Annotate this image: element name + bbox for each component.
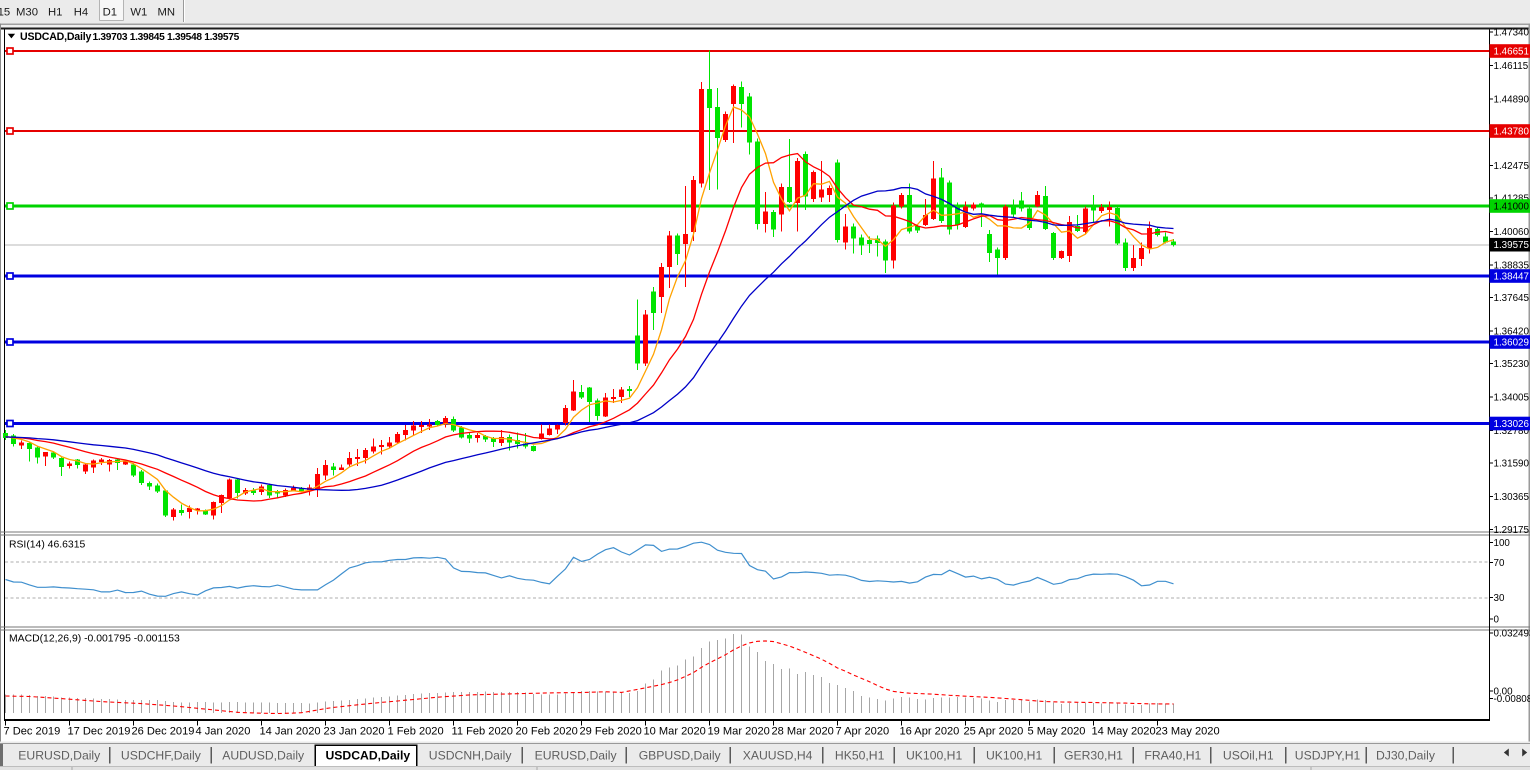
svg-text:EURUSD,Daily: EURUSD,Daily	[18, 749, 101, 763]
svg-text:100: 100	[1494, 538, 1511, 549]
svg-text:1.37645: 1.37645	[1494, 293, 1530, 304]
svg-text:15: 15	[0, 6, 10, 18]
svg-text:HK50,H1: HK50,H1	[835, 749, 885, 763]
svg-text:1.46651: 1.46651	[1494, 47, 1529, 58]
svg-text:MACD(12,26,9) -0.001795 -0.001: MACD(12,26,9) -0.001795 -0.001153	[9, 633, 180, 644]
svg-text:H1: H1	[48, 6, 62, 18]
svg-text:7 Dec 2019: 7 Dec 2019	[4, 726, 61, 738]
svg-text:1.30365: 1.30365	[1494, 492, 1530, 503]
svg-text:1.38447: 1.38447	[1494, 272, 1529, 283]
svg-text:FRA40,H1: FRA40,H1	[1144, 749, 1201, 763]
svg-text:1.39575: 1.39575	[1494, 240, 1530, 251]
svg-text:1.43780: 1.43780	[1494, 127, 1530, 138]
svg-text:1.47340: 1.47340	[1494, 28, 1530, 39]
svg-text:W1: W1	[130, 6, 147, 18]
svg-text:USDCAD,Daily: USDCAD,Daily	[326, 749, 411, 763]
svg-text:1.32780: 1.32780	[1494, 426, 1530, 437]
svg-text:1.34005: 1.34005	[1494, 393, 1530, 404]
svg-text:MN: MN	[158, 6, 176, 18]
svg-text:1.29175: 1.29175	[1494, 525, 1530, 536]
svg-text:10 Mar 2020: 10 Mar 2020	[644, 726, 706, 738]
svg-text:H4: H4	[74, 6, 88, 18]
svg-text:5 May 2020: 5 May 2020	[1028, 726, 1086, 738]
svg-text:USDCAD,Daily: USDCAD,Daily	[20, 31, 91, 43]
svg-text:28 Mar 2020: 28 Mar 2020	[772, 726, 834, 738]
svg-text:7 Apr 2020: 7 Apr 2020	[836, 726, 890, 738]
svg-text:0.032493: 0.032493	[1494, 629, 1530, 640]
svg-text:0: 0	[1494, 614, 1500, 625]
svg-text:-0.00808: -0.00808	[1494, 694, 1530, 705]
svg-text:23 May 2020: 23 May 2020	[1156, 726, 1220, 738]
svg-text:USDJPY,H1: USDJPY,H1	[1295, 749, 1361, 763]
svg-text:17 Dec 2019: 17 Dec 2019	[68, 726, 131, 738]
svg-text:AUDUSD,Daily: AUDUSD,Daily	[222, 749, 305, 763]
svg-text:14 May 2020: 14 May 2020	[1092, 726, 1156, 738]
svg-text:29 Feb 2020: 29 Feb 2020	[580, 726, 642, 738]
svg-text:RSI(14) 46.6315: RSI(14) 46.6315	[9, 539, 85, 550]
svg-text:USDCHF,Daily: USDCHF,Daily	[121, 749, 202, 763]
svg-text:26 Dec 2019: 26 Dec 2019	[132, 726, 195, 738]
svg-text:GBPUSD,Daily: GBPUSD,Daily	[639, 749, 722, 763]
svg-text:1.36029: 1.36029	[1494, 338, 1529, 349]
svg-text:11 Feb 2020: 11 Feb 2020	[452, 726, 513, 738]
svg-text:0.00: 0.00	[1494, 687, 1514, 698]
svg-text:1.42475: 1.42475	[1494, 161, 1530, 172]
svg-text:16 Apr 2020: 16 Apr 2020	[900, 726, 960, 738]
svg-text:1.44890: 1.44890	[1494, 95, 1530, 106]
svg-text:XAUUSD,H4: XAUUSD,H4	[743, 749, 813, 763]
svg-text:USDCNH,Daily: USDCNH,Daily	[429, 749, 513, 763]
svg-text:1.38835: 1.38835	[1494, 260, 1530, 271]
svg-text:14 Jan 2020: 14 Jan 2020	[260, 726, 321, 738]
svg-text:1.33026: 1.33026	[1494, 419, 1530, 430]
svg-text:20 Feb 2020: 20 Feb 2020	[516, 726, 578, 738]
svg-text:DJ30,Daily: DJ30,Daily	[1376, 749, 1436, 763]
svg-text:1.40060: 1.40060	[1494, 227, 1530, 238]
svg-text:M30: M30	[16, 6, 38, 18]
svg-text:1.41285: 1.41285	[1494, 193, 1530, 204]
svg-text:USOil,H1: USOil,H1	[1223, 749, 1274, 763]
svg-text:4 Jan 2020: 4 Jan 2020	[196, 726, 251, 738]
svg-text:25 Apr 2020: 25 Apr 2020	[964, 726, 1024, 738]
svg-text:30: 30	[1494, 593, 1505, 604]
svg-text:EURUSD,Daily: EURUSD,Daily	[535, 749, 618, 763]
svg-text:GER30,H1: GER30,H1	[1064, 749, 1123, 763]
svg-text:1.39703 1.39845 1.39548 1.3957: 1.39703 1.39845 1.39548 1.39575	[93, 32, 240, 43]
svg-text:UK100,H1: UK100,H1	[906, 749, 962, 763]
svg-text:1.35230: 1.35230	[1494, 359, 1530, 370]
svg-text:1.46115: 1.46115	[1494, 61, 1529, 72]
svg-text:19 Mar 2020: 19 Mar 2020	[708, 726, 770, 738]
svg-text:23 Jan 2020: 23 Jan 2020	[324, 726, 385, 738]
svg-text:D1: D1	[103, 6, 117, 18]
svg-text:1.41000: 1.41000	[1494, 202, 1530, 213]
svg-text:1 Feb 2020: 1 Feb 2020	[388, 726, 444, 738]
svg-text:70: 70	[1494, 558, 1505, 569]
svg-text:1.36420: 1.36420	[1494, 327, 1530, 338]
svg-text:1.31590: 1.31590	[1494, 459, 1530, 470]
svg-text:UK100,H1: UK100,H1	[986, 749, 1042, 763]
